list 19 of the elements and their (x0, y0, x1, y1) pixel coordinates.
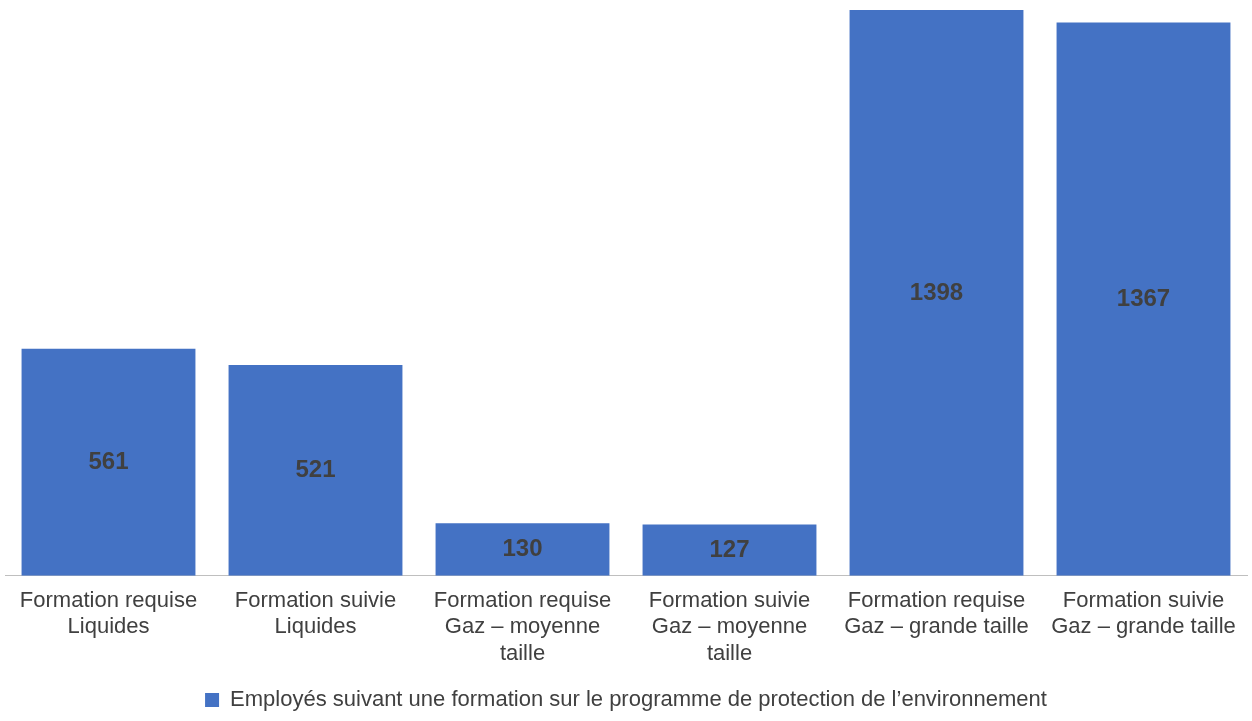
data-label: 1398 (909, 277, 964, 305)
x-tick-label: Formation suivie Gaz – grande taille (1051, 587, 1236, 639)
x-tick-label: Formation requise Gaz – grande taille (844, 587, 1029, 639)
x-tick-label: Formation suivie Gaz – moyenne taille (648, 587, 811, 665)
data-label: 130 (502, 534, 543, 562)
x-tick-label: Formation suivie Liquides (234, 587, 397, 639)
x-tick-label: Formation requise Gaz – moyenne taille (433, 587, 612, 665)
bar (642, 524, 817, 576)
bar (228, 364, 403, 576)
bar (21, 348, 196, 576)
data-label: 127 (709, 534, 750, 562)
bar (435, 523, 610, 576)
legend-label: Employés suivant une formation sur le programme de protection de l’environnement (230, 686, 1047, 712)
x-tick-label: Formation requise Liquides (19, 587, 198, 639)
data-label: 1367 (1116, 283, 1171, 311)
bar (849, 10, 1024, 576)
bar (1056, 22, 1231, 576)
data-label: 521 (295, 455, 336, 482)
data-label: 561 (88, 446, 129, 474)
